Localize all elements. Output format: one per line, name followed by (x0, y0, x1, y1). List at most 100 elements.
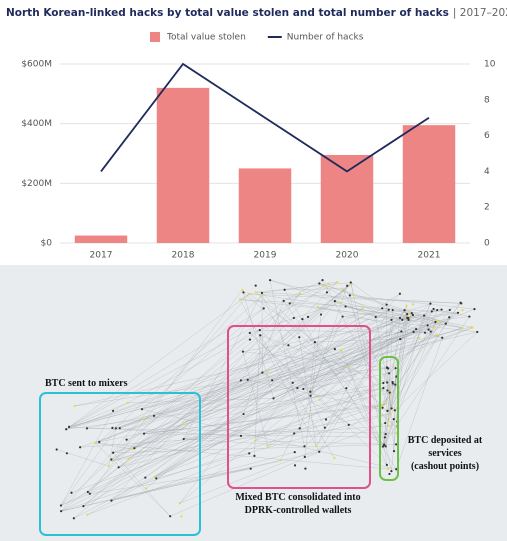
node (321, 279, 324, 282)
edge (324, 318, 409, 428)
edge (154, 366, 348, 478)
node (315, 445, 318, 448)
node (448, 308, 451, 312)
edge (99, 314, 414, 443)
node (361, 307, 364, 310)
node (131, 448, 134, 451)
edge (404, 310, 440, 322)
node (298, 292, 302, 295)
node (318, 398, 321, 401)
node (155, 477, 158, 480)
node (382, 381, 385, 385)
label-line: BTC deposited at (408, 435, 483, 446)
node (341, 315, 344, 318)
node (272, 397, 275, 400)
edge (283, 279, 323, 302)
edge (111, 438, 184, 461)
node (153, 475, 156, 478)
node (98, 440, 101, 444)
node (239, 379, 242, 382)
node (381, 307, 384, 310)
x-tick-label: 2019 (254, 251, 277, 261)
edge (112, 413, 391, 461)
edge (61, 468, 251, 512)
edge (80, 425, 390, 448)
node (309, 394, 312, 397)
edge (349, 295, 385, 445)
node (304, 467, 307, 470)
node (341, 287, 344, 290)
node (441, 336, 444, 339)
node (435, 333, 438, 336)
edge (141, 331, 478, 410)
edge (60, 493, 90, 506)
node (144, 476, 147, 479)
x-tick-label: 2021 (418, 251, 441, 261)
edge (66, 293, 250, 430)
node (67, 425, 71, 428)
edge (145, 380, 273, 478)
legend-swatch (150, 32, 160, 42)
node (169, 515, 172, 518)
edge (111, 384, 396, 461)
edge (86, 367, 388, 429)
node (73, 404, 76, 408)
edge (314, 341, 397, 470)
edge (382, 327, 435, 408)
node (473, 308, 476, 311)
node (142, 417, 146, 421)
node (395, 443, 398, 446)
edge (95, 442, 171, 517)
edge (382, 309, 450, 406)
node (385, 402, 388, 405)
node (387, 367, 390, 370)
edge (183, 428, 300, 440)
node (384, 421, 387, 425)
node (346, 365, 349, 369)
edge (113, 388, 347, 453)
node (415, 328, 418, 331)
x-tick-label: 2017 (90, 251, 113, 261)
edge (407, 309, 442, 319)
node (59, 504, 63, 507)
node (291, 381, 294, 384)
node (242, 412, 245, 416)
node (390, 318, 393, 321)
edge (99, 295, 263, 443)
node (392, 418, 395, 421)
node (389, 394, 392, 397)
edge (111, 451, 320, 501)
node (249, 467, 252, 470)
node (388, 412, 392, 415)
node (395, 468, 398, 471)
node (410, 312, 413, 315)
diagram-label: BTC sent to mixers (45, 378, 128, 389)
y2-tick-label: 2 (484, 203, 490, 213)
node (319, 313, 323, 316)
edge (183, 292, 263, 440)
node (126, 401, 129, 404)
node (306, 315, 310, 318)
y2-tick-label: 8 (484, 95, 490, 105)
label-line: BTC sent to mixers (45, 378, 128, 389)
edge (145, 308, 363, 489)
node (316, 305, 319, 308)
node (322, 285, 325, 288)
node (461, 309, 464, 312)
node (253, 454, 256, 457)
node (248, 292, 251, 296)
node (346, 284, 349, 287)
node (385, 303, 388, 306)
edge (60, 410, 114, 506)
edge (310, 293, 401, 392)
edge (249, 293, 462, 304)
edge (87, 312, 459, 515)
node (327, 282, 330, 285)
node (110, 458, 113, 461)
node (140, 408, 144, 411)
node (142, 432, 146, 435)
node (323, 426, 326, 429)
node (386, 409, 389, 412)
label-line: Mixed BTC consolidated into (235, 492, 360, 503)
node (86, 513, 89, 516)
